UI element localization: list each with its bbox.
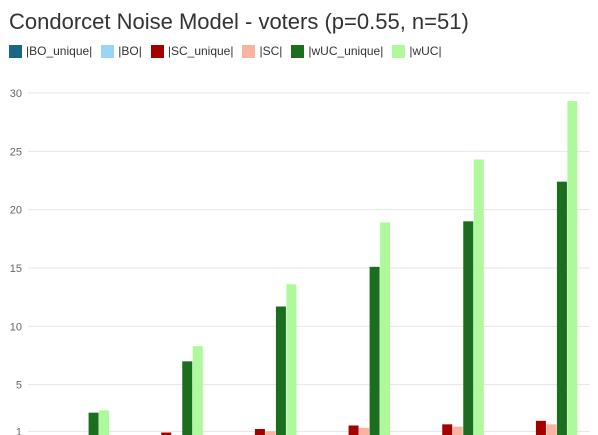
bar[interactable] bbox=[463, 221, 474, 435]
y-tick-label: 30 bbox=[10, 88, 22, 100]
legend-item[interactable]: |BO| bbox=[101, 44, 142, 58]
bar[interactable] bbox=[348, 425, 359, 435]
bar[interactable] bbox=[380, 222, 391, 435]
bar[interactable] bbox=[359, 427, 370, 435]
y-tick-label: 15 bbox=[10, 263, 22, 275]
y-tick-label: 25 bbox=[10, 146, 22, 158]
legend-item[interactable]: |SC| bbox=[242, 44, 282, 58]
y-tick-label: 20 bbox=[10, 205, 22, 217]
chart-legend: |BO_unique| |BO| |SC_unique| |SC| |wUC_uniqu… bbox=[9, 44, 451, 58]
bar[interactable] bbox=[442, 424, 453, 435]
bar[interactable] bbox=[286, 284, 297, 435]
legend-item[interactable]: |wUC| bbox=[392, 44, 442, 58]
bar[interactable] bbox=[567, 101, 578, 435]
legend-swatch bbox=[291, 44, 305, 58]
legend-label: |SC_unique| bbox=[167, 44, 234, 58]
legend-label: |SC| bbox=[259, 44, 283, 58]
bar[interactable] bbox=[535, 420, 546, 435]
legend-swatch bbox=[101, 44, 115, 58]
legend-item[interactable]: |wUC_unique| bbox=[291, 44, 383, 58]
bar[interactable] bbox=[161, 432, 172, 435]
legend-label: |wUC_unique| bbox=[308, 44, 384, 58]
legend-swatch bbox=[150, 44, 164, 58]
legend-swatch bbox=[242, 44, 256, 58]
bar[interactable] bbox=[265, 431, 276, 435]
legend-swatch bbox=[9, 44, 22, 58]
legend-item[interactable]: |SC_unique| bbox=[150, 44, 234, 58]
bar[interactable] bbox=[99, 410, 110, 435]
y-tick-label: 1 bbox=[16, 426, 22, 435]
legend-item[interactable]: |BO_unique| bbox=[9, 44, 92, 58]
legend-swatch bbox=[392, 44, 406, 58]
bar[interactable] bbox=[546, 424, 557, 435]
bar[interactable] bbox=[192, 346, 203, 435]
bar[interactable] bbox=[275, 306, 286, 435]
y-tick-label: 10 bbox=[10, 321, 22, 333]
y-tick-label: 5 bbox=[16, 380, 22, 392]
bar[interactable] bbox=[556, 181, 567, 435]
chart-title: Condorcet Noise Model - voters (p=0.55, … bbox=[9, 9, 469, 34]
bar[interactable] bbox=[88, 412, 99, 435]
bar[interactable] bbox=[254, 429, 265, 435]
legend-label: |wUC| bbox=[409, 44, 442, 58]
bar[interactable] bbox=[369, 266, 380, 435]
bar[interactable] bbox=[452, 426, 463, 435]
bar[interactable] bbox=[182, 361, 193, 435]
bar[interactable] bbox=[473, 159, 484, 435]
legend-label: |BO| bbox=[118, 44, 142, 58]
legend-label: |BO_unique| bbox=[26, 44, 93, 58]
